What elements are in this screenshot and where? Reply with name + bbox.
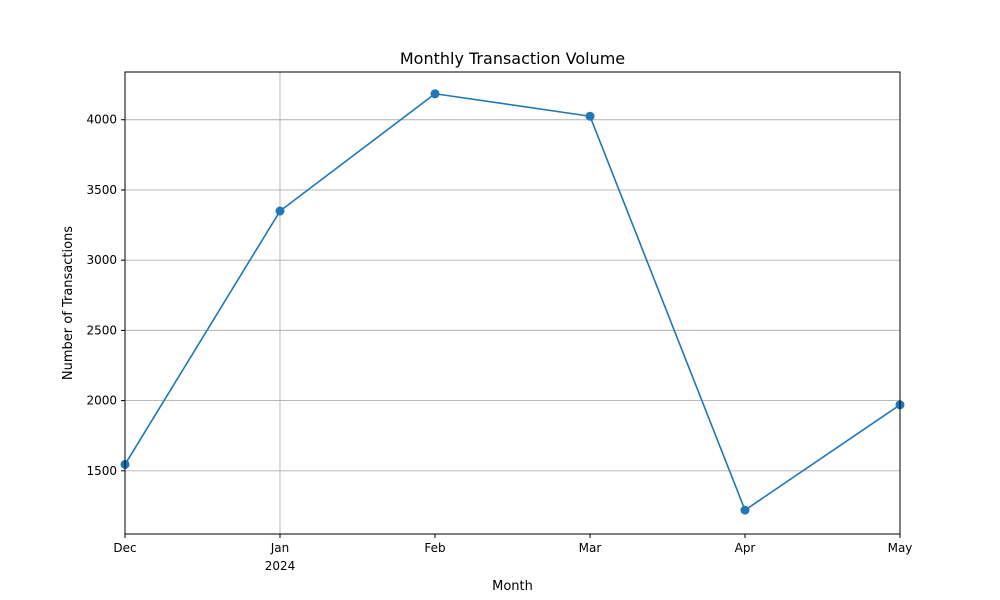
x-tick-sublabel: 2024 (265, 559, 296, 573)
chart-title: Monthly Transaction Volume (400, 49, 625, 68)
x-tick-label: Apr (735, 541, 756, 555)
plot-frame (124, 71, 901, 535)
grid-layer (125, 72, 900, 534)
data-point (740, 505, 750, 515)
x-tick-label: Jan (270, 541, 290, 555)
series-line (124, 92, 901, 511)
x-tick-label: May (888, 541, 913, 555)
y-tick-label: 2000 (86, 394, 117, 408)
data-point (585, 111, 595, 121)
x-tick-label: Mar (579, 541, 602, 555)
x-tick-label: Dec (113, 541, 136, 555)
y-axis-label: Number of Transactions (61, 226, 76, 380)
y-tick-label: 1500 (86, 464, 117, 478)
x-axis-ticks: Dec Jan 2024 Feb Mar Apr May (113, 534, 912, 573)
y-tick-label: 3500 (86, 183, 117, 197)
series-layer (120, 89, 905, 515)
y-tick-label: 2500 (86, 323, 117, 337)
x-tick-label: Feb (424, 541, 445, 555)
y-tick-label: 4000 (86, 113, 117, 127)
y-tick-label: 3000 (86, 253, 117, 267)
y-axis-ticks: 1500 2000 2500 3000 3500 4000 (86, 113, 125, 478)
data-point (275, 206, 285, 216)
data-point (430, 89, 440, 99)
x-axis-label: Month (492, 579, 533, 594)
